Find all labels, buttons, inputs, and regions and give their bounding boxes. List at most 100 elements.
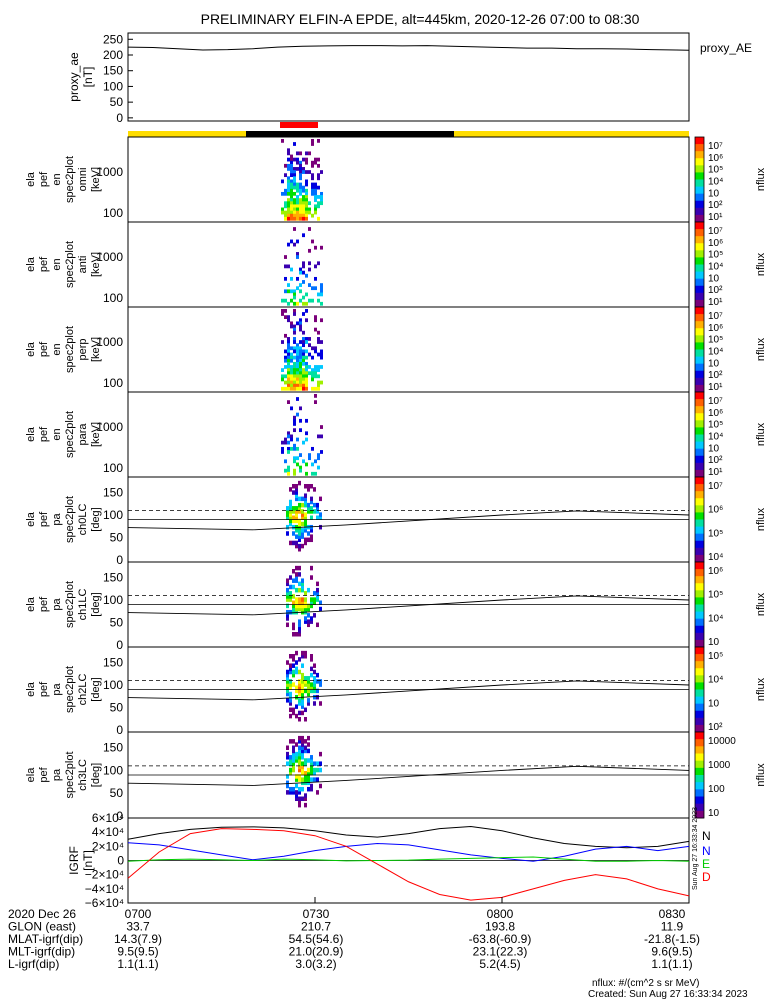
pa-cell — [301, 711, 304, 716]
pa-cell — [289, 679, 292, 684]
pa-ylabel-word: ela — [25, 681, 37, 697]
pa-ylabel-word: ela — [25, 596, 37, 612]
spectrogram-cell — [308, 343, 311, 347]
pa-cell — [301, 736, 304, 741]
pa-cell — [313, 487, 316, 492]
pa-cell — [298, 503, 301, 508]
colorbar-tick-label: 10² — [708, 455, 723, 466]
colorbar-segment — [695, 420, 704, 428]
spectrogram-cell — [293, 186, 296, 190]
colorbar-tick-label: 10² — [708, 285, 723, 296]
pa-cell — [289, 654, 292, 659]
spectrogram-cell — [287, 400, 290, 404]
pa-cell — [310, 575, 313, 580]
pa-cell — [286, 525, 289, 530]
spectrogram-cell — [305, 170, 308, 174]
spectrogram-cell — [287, 283, 290, 287]
colorbar-segment — [695, 654, 704, 662]
pa-cell — [316, 790, 319, 795]
pa-cell — [310, 755, 313, 760]
spectrogram-cell — [296, 167, 299, 171]
spectrogram-cell — [299, 453, 302, 457]
spectrogram-cell — [296, 438, 299, 442]
colorbar-segment — [695, 137, 704, 145]
spectrogram-ylabel-word: en — [51, 258, 63, 270]
spectrogram-ylabel-word: pef — [38, 426, 50, 442]
status-bar-day-2 — [454, 131, 689, 137]
colorbar-segment — [695, 427, 704, 435]
loss-cone-curve — [128, 766, 689, 785]
pa-ylabel-word: [deg] — [90, 677, 102, 701]
pa-cell — [289, 787, 292, 792]
spectrogram-ylabel-word: [keV] — [90, 252, 102, 277]
spectrogram-cell — [302, 312, 305, 316]
spectrogram-cell — [302, 271, 305, 275]
spectrogram-cell — [299, 217, 302, 221]
spectrogram-cell — [317, 195, 320, 199]
colorbar-segment — [695, 187, 704, 195]
spectrogram-cell — [293, 459, 296, 463]
created-note: Created: Sun Aug 27 16:33:34 2023 — [588, 989, 748, 1000]
spectrogram-cell — [308, 249, 311, 253]
spectrogram-cell — [296, 240, 299, 244]
spectrogram-cell — [284, 359, 287, 363]
spectrogram-cell — [317, 331, 320, 335]
colorbar-segment — [695, 548, 704, 556]
spectrogram-cell — [299, 283, 302, 287]
spectrogram-cell — [281, 387, 284, 391]
pa-cell — [292, 585, 295, 590]
colorbar-segment — [695, 470, 704, 478]
colorbar-segment — [695, 413, 704, 421]
pa-cell — [295, 742, 298, 747]
spectrogram-cell — [314, 318, 317, 322]
colorbar-segment — [695, 761, 704, 769]
colorbar-tick-label: 10⁳ — [708, 358, 720, 369]
pa-ylabel-word: ch0LC — [77, 504, 89, 536]
pa-ylabel-word: ela — [25, 767, 37, 783]
spectrogram-cell — [308, 151, 311, 155]
pa-cell — [304, 484, 307, 489]
igrf-legend-item: N — [702, 844, 711, 858]
spectrogram-cell — [317, 340, 320, 344]
colorbar-segment — [695, 590, 704, 598]
pa-ylabel-word: spec2plot — [64, 581, 76, 628]
spectrogram-cell — [299, 387, 302, 391]
pa-cell — [313, 670, 316, 675]
spectrogram-cell — [320, 302, 323, 306]
pa-cell — [298, 481, 301, 486]
colorbar-unit-label: nflux — [755, 337, 767, 361]
spectrogram-cell — [302, 362, 305, 366]
spectrogram-cell — [281, 450, 284, 454]
colorbar-segment — [695, 739, 704, 747]
colorbar-segment — [695, 335, 704, 343]
spectrogram-cell — [290, 406, 293, 410]
spectrogram-cell — [281, 192, 284, 196]
colorbar-segment — [695, 385, 704, 393]
proxy-ae-tick: 50 — [110, 95, 124, 109]
spectrogram-cell — [305, 293, 308, 297]
pa-ylabel-word: pef — [38, 681, 50, 697]
pa-cell — [286, 623, 289, 628]
spectrogram-cell — [299, 328, 302, 332]
igrf-legend-item: D — [702, 870, 711, 884]
colorbar-segment — [695, 442, 704, 450]
pa-cell — [307, 787, 310, 792]
colorbar-tick-label: 1000 — [708, 760, 731, 771]
spectrogram-cell — [287, 450, 290, 454]
pa-cell — [307, 484, 310, 489]
spectrogram-cell — [311, 447, 314, 451]
spectrogram-ylabel-word: spec2plot — [64, 241, 76, 288]
spectrogram-cell — [293, 192, 296, 196]
colorbar-segment — [695, 215, 704, 223]
spectrogram-cell — [284, 265, 287, 269]
colorbar-tick-label: 10² — [708, 200, 723, 211]
pa-cell — [313, 597, 316, 602]
spectrogram-cell — [314, 265, 317, 269]
spectrogram-cell — [287, 217, 290, 221]
spectrogram-cell — [317, 299, 320, 303]
colorbar-segment — [695, 527, 704, 535]
pa-colorbar: 10⁶ 10⁵ 10⁴ 10⁳ nflux — [695, 562, 767, 648]
pa-cell — [319, 679, 322, 684]
pa-ylabel-word: pef — [38, 596, 50, 612]
colorbar-segment — [695, 165, 704, 173]
